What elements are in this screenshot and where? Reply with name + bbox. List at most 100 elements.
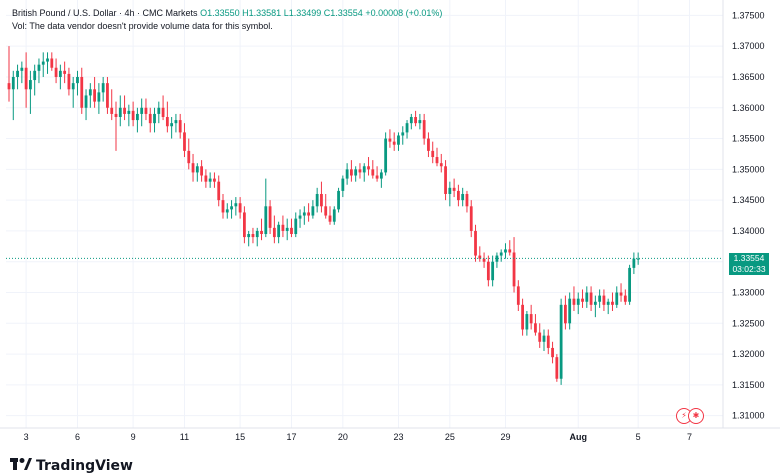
candle-up (277, 224, 281, 238)
time-axis[interactable]: 3 6 9 11 15 17 20 23 25 29 Aug 5 7 (24, 432, 692, 442)
candle-down (144, 107, 148, 114)
candle-down (482, 258, 486, 262)
candle-up (315, 193, 319, 207)
candle-down (7, 83, 11, 90)
time-tick-label: 11 (180, 432, 189, 442)
price-tick-label: 1.34500 (732, 195, 765, 205)
candle-down (131, 110, 135, 121)
candle-down (602, 295, 606, 305)
candle-up (208, 178, 212, 182)
candle-down (589, 292, 593, 305)
candle-down (619, 292, 623, 296)
candle-down (551, 347, 554, 358)
candle-down (260, 230, 263, 235)
candle-down (200, 166, 203, 176)
candle-up (499, 252, 503, 256)
candle-down (251, 234, 255, 238)
candle-up (136, 113, 139, 121)
candle-down (213, 178, 216, 182)
uk-flag-event-icon[interactable]: ✱ (688, 408, 704, 424)
time-tick-label: 29 (500, 432, 510, 442)
candle-down (388, 138, 392, 142)
candle-up (41, 61, 45, 65)
candle-up (397, 135, 400, 145)
candle-down (435, 157, 439, 164)
price-axis[interactable]: 1.37500 1.37000 1.36500 1.36000 1.35500 1.350… (732, 10, 765, 420)
candle-up (405, 123, 409, 133)
candle-down (392, 141, 396, 145)
candle-up (559, 304, 563, 379)
candle-down (307, 212, 310, 216)
candle-down (54, 67, 58, 77)
price-tick-label: 1.32500 (732, 318, 765, 328)
candle-up (11, 76, 15, 90)
candle-down (469, 206, 473, 231)
price-tick-label: 1.35000 (732, 164, 765, 174)
candle-up (636, 258, 640, 260)
ohlc-low: L1.33499 (283, 8, 322, 18)
candle-down (444, 166, 447, 194)
candle-up (332, 209, 336, 222)
candle-down (161, 107, 165, 118)
candle-up (384, 138, 388, 173)
candle-up (418, 120, 422, 124)
brand-name: TradingView (36, 458, 133, 474)
candle-up (285, 227, 289, 231)
candle-down (546, 335, 550, 348)
price-tick-label: 1.31500 (732, 380, 765, 390)
candle-up (84, 95, 88, 108)
candle-up (568, 298, 572, 324)
candle-down (555, 357, 559, 379)
price-tick-label: 1.37000 (732, 41, 765, 51)
candle-down (581, 298, 584, 302)
price-tick-label: 1.35500 (732, 134, 765, 144)
candle-up (337, 190, 340, 210)
price-tick-label: 1.36500 (732, 72, 765, 82)
candle-up (294, 218, 298, 235)
candle-down (148, 113, 152, 124)
candle-up (29, 80, 32, 90)
candle-down (272, 227, 276, 238)
candle-up (255, 230, 259, 238)
candle-up (230, 206, 233, 210)
candle-down (320, 193, 323, 207)
candle-down (281, 224, 285, 231)
candle-up (362, 166, 366, 173)
candle-down (358, 169, 362, 173)
candle-up (97, 92, 101, 102)
candle-down (187, 150, 191, 164)
tradingview-logo-icon (10, 458, 32, 474)
candle-up (33, 70, 37, 81)
time-tick-label: 6 (75, 432, 80, 442)
candle-up (37, 64, 41, 71)
time-tick-label: 3 (24, 432, 29, 442)
candle-down (375, 175, 379, 179)
candle-up (495, 255, 499, 262)
candle-up (379, 172, 383, 179)
candle-up (628, 267, 631, 302)
candle-up (606, 301, 610, 305)
candle-down (324, 206, 328, 216)
candle-down (114, 113, 118, 118)
candle-down (24, 67, 28, 90)
candle-up (76, 76, 79, 84)
candle-down (457, 190, 460, 201)
candle-down (67, 73, 71, 90)
candle-up (247, 234, 251, 238)
candle-up (88, 89, 92, 96)
candle-down (452, 187, 456, 191)
candle-down (465, 193, 469, 207)
candle-up (71, 83, 75, 90)
candle-down (93, 89, 96, 102)
price-tick-label: 1.37500 (732, 10, 765, 20)
candle-down (371, 169, 375, 176)
time-tick-label: 9 (131, 432, 136, 442)
candle-up (409, 117, 413, 124)
candle-up (354, 169, 358, 176)
candle-up (195, 166, 199, 173)
candle-down (238, 203, 242, 213)
candle-down (564, 304, 567, 324)
time-tick-label: 7 (687, 432, 692, 442)
candle-up (448, 187, 452, 194)
